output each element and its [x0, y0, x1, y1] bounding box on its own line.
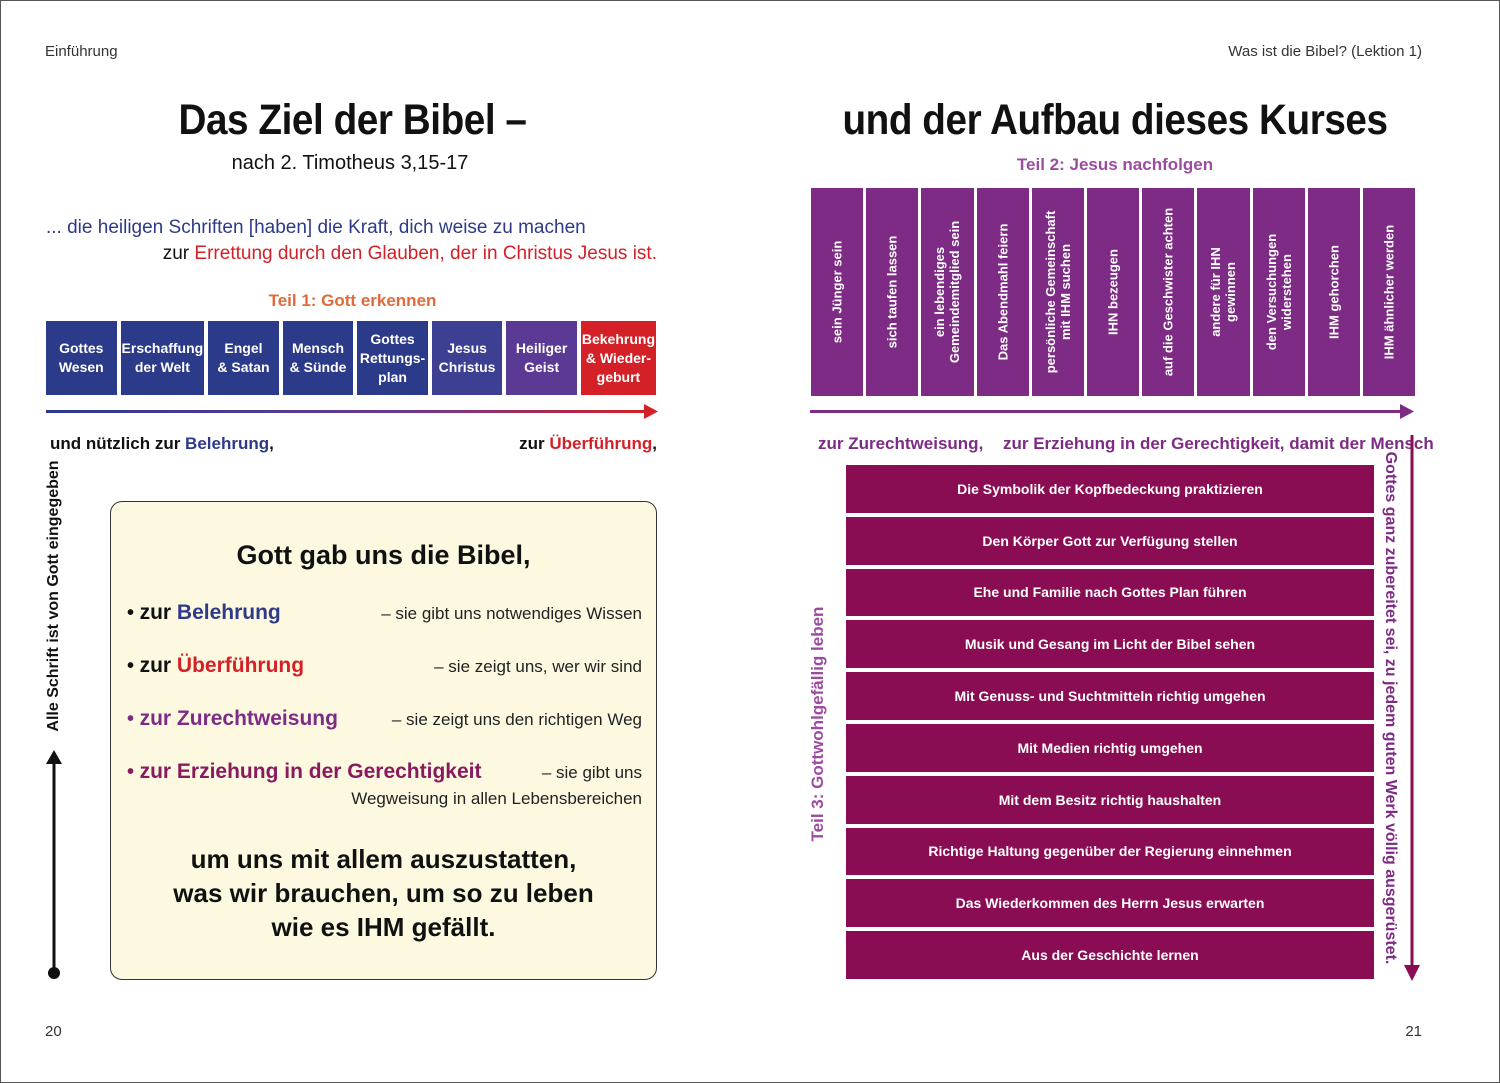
teil2-column: Das Abendmahl feiern: [976, 188, 1029, 396]
teil3-item: Mit Genuss- und Suchtmitteln richtig umg…: [846, 672, 1374, 720]
info-item: • zur Belehrung – sie gibt uns notwendig…: [127, 601, 642, 625]
teil3-item: Aus der Geschichte lernen: [846, 931, 1374, 979]
teil3-item: Den Körper Gott zur Verfügung stellen: [846, 516, 1374, 565]
teil1-box: Gottes Rettungs- plan: [357, 321, 428, 395]
subtitle: nach 2. Timotheus 3,15-17: [231, 152, 469, 174]
teil1-box: Mensch & Sünde: [282, 321, 354, 395]
teil2-column: ein lebendiges Gemeindemitglied sein: [921, 188, 974, 396]
teil1-box: Jesus Christus: [431, 321, 503, 395]
teil1-box: Gottes Wesen: [46, 321, 117, 395]
info-item-note: – sie gibt uns notwendiges Wissen: [381, 604, 642, 623]
teil3-item: Ehe und Familie nach Gottes Plan führen: [846, 568, 1374, 617]
quote-line2-prefix: zur: [162, 243, 195, 264]
quote-line2: zur Errettung durch den Glauben, der in …: [163, 243, 657, 265]
verse-ueberfuehrung-word: Überführung: [549, 434, 653, 453]
page-number-left: 20: [45, 1023, 62, 1040]
bullet: •: [127, 708, 135, 730]
teil1-arrow: [46, 404, 658, 419]
teil2-column: IHM ähnlicher werden: [1362, 188, 1416, 396]
verse-ueberfuehrung-prefix: zur: [519, 434, 550, 453]
teil2-column-label: den Versuchungen widerstehen: [1263, 233, 1294, 351]
header-left: Einführung: [45, 43, 118, 60]
info-item: • zur Überführung – sie zeigt uns, wer w…: [127, 654, 642, 678]
teil2-column-label: sich taufen lassen: [884, 235, 900, 349]
left-vertical-arrow: [46, 750, 62, 979]
teil3-item: Musik und Gesang im Licht der Bibel sehe…: [846, 620, 1374, 669]
verse-ueberfuehrung: zur Überführung,: [519, 434, 657, 454]
verse-belehrung-word: Belehrung: [185, 434, 270, 453]
teil3-item: Mit Medien richtig umgehen: [846, 723, 1374, 772]
info-item-word: zur Erziehung in der Gerechtigkeit: [139, 760, 482, 783]
teil1-box: Erschaffung der Welt: [120, 321, 205, 395]
side-text-right: Gottes ganz zubereitet sei, zu jedem gut…: [1382, 451, 1399, 965]
teil2-column-label: IHM gehorchen: [1326, 245, 1342, 339]
verse-zurechtweisung: zur Zurechtweisung,: [818, 434, 984, 453]
teil2-column: den Versuchungen widerstehen: [1252, 188, 1305, 396]
teil2-column-label: persönliche Gemeinschaft mit IHM suchen: [1042, 210, 1073, 374]
info-item-note: – sie zeigt uns den richtigen Weg: [391, 710, 642, 729]
info-item-note: – sie zeigt uns, wer wir sind: [434, 657, 642, 676]
teil2-column: IHM gehorchen: [1307, 188, 1360, 396]
conclusion-line: wie es IHM gefällt.: [271, 912, 496, 942]
conclusion-line: um uns mit allem auszustatten,: [190, 844, 577, 874]
teil2-column-label: IHM ähnlicher werden: [1381, 224, 1397, 360]
bullet: •: [127, 761, 135, 783]
teil2-column-label: ein lebendiges Gemeindemitglied sein: [932, 220, 963, 364]
bullet: •: [127, 602, 135, 624]
teil1-heading: Teil 1: Gott erkennen: [268, 291, 437, 310]
title-right: und der Aufbau dieses Kurses: [842, 96, 1388, 144]
info-item-note: – sie gibt uns: [541, 763, 642, 782]
info-item: • zur Erziehung in der Gerechtigkeit – s…: [127, 760, 642, 808]
info-item-word: Überführung: [176, 654, 305, 677]
teil3-item: Richtige Haltung gegenüber der Regierung…: [846, 827, 1374, 876]
teil3-heading: Teil 3: Gottwohlgefällig leben: [808, 606, 827, 842]
teil2-column-label: IHN bezeugen: [1105, 249, 1121, 335]
teil3-list: Die Symbolik der Kopfbedeckung praktizie…: [846, 465, 1374, 979]
info-item-prefix: zur: [139, 601, 177, 624]
info-box-conclusion: um uns mit allem auszustatten, was wir b…: [111, 842, 656, 944]
teil2-column: IHN bezeugen: [1086, 188, 1140, 396]
info-box: Gott gab uns die Bibel, • zur Belehrung …: [110, 501, 657, 980]
verse-ueberfuehrung-comma: ,: [652, 434, 657, 453]
quote-line1: ... die heiligen Schriften [haben] die K…: [46, 217, 586, 238]
teil2-column: sich taufen lassen: [866, 188, 919, 396]
info-item-word: Belehrung: [176, 601, 281, 624]
bullet: •: [127, 655, 135, 677]
teil3-item: Die Symbolik der Kopfbedeckung praktizie…: [846, 465, 1374, 513]
conclusion-line: was wir brauchen, um so zu leben: [173, 878, 594, 908]
teil2-column: sein Jünger sein: [811, 188, 864, 396]
title-left: Das Ziel der Bibel –: [178, 96, 527, 144]
verse-belehrung: und nützlich zur Belehrung,: [50, 434, 274, 454]
info-box-title: Gott gab uns die Bibel,: [236, 540, 531, 570]
teil1-box: Engel & Satan: [208, 321, 279, 395]
teil2-heading: Teil 2: Jesus nachfolgen: [1016, 155, 1214, 174]
info-item: • zur Zurechtweisung – sie zeigt uns den…: [127, 707, 642, 731]
verse-erziehung: zur Erziehung in der Gerechtigkeit, dami…: [1003, 434, 1434, 453]
teil1-boxes: Gottes Wesen Erschaffung der Welt Engel …: [46, 321, 656, 395]
verse-belehrung-comma: ,: [269, 434, 274, 453]
info-item-note: Wegweisung in allen Lebensbereichen: [351, 789, 642, 808]
teil3-item: Das Wiederkommen des Herrn Jesus erwarte…: [846, 879, 1374, 928]
header-right: Was ist die Bibel? (Lektion 1): [1228, 43, 1422, 60]
teil2-columns: sein Jünger sein sich taufen lassen ein …: [811, 188, 1416, 396]
side-text-left: Alle Schrift ist von Gott eingegeben: [45, 460, 62, 732]
teil2-arrow: [810, 404, 1414, 419]
teil2-column: auf die Geschwister achten: [1142, 188, 1195, 396]
teil1-box: Heiliger Geist: [506, 321, 577, 395]
teil2-column: persönliche Gemeinschaft mit IHM suchen: [1031, 188, 1084, 396]
verse-belehrung-prefix: und nützlich zur: [50, 434, 186, 453]
teil2-column-label: Das Abendmahl feiern: [995, 223, 1011, 361]
teil2-column-label: andere für IHN gewinnen: [1208, 247, 1239, 337]
teil2-column-label: sein Jünger sein: [829, 240, 845, 344]
teil1-box: Bekehrung & Wieder- geburt: [580, 321, 656, 395]
info-item-word: zur Zurechtweisung: [139, 707, 338, 730]
teil3-item: Mit dem Besitz richtig haushalten: [846, 775, 1374, 824]
quote-line2-red: Errettung durch den Glauben, der in Chri…: [194, 243, 657, 264]
page-number-right: 21: [1405, 1023, 1422, 1040]
info-item-prefix: zur: [139, 654, 177, 677]
teil2-column: andere für IHN gewinnen: [1197, 188, 1250, 396]
teil2-column-label: auf die Geschwister achten: [1160, 207, 1176, 377]
right-vertical-arrow: [1404, 435, 1420, 981]
